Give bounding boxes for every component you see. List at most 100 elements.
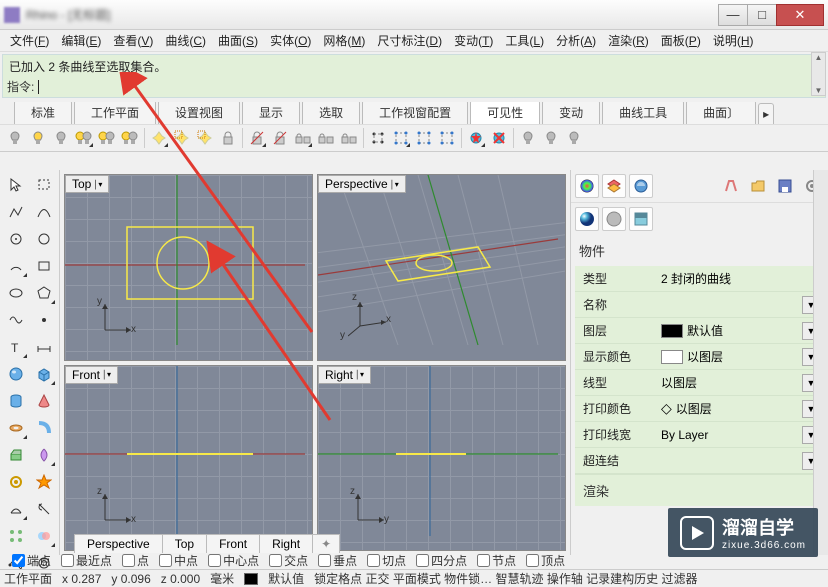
- tool-loft-icon[interactable]: [2, 496, 29, 522]
- menu-e[interactable]: 编辑(E): [55, 30, 107, 51]
- osnap-顶点[interactable]: 顶点: [526, 552, 565, 569]
- tool-trim-icon[interactable]: [30, 496, 57, 522]
- tab-曲线工具[interactable]: 曲线工具: [602, 102, 684, 124]
- tool-sphere-icon[interactable]: [2, 361, 29, 387]
- status-layer-swatch: [244, 573, 258, 585]
- prop-value-display_color[interactable]: 以图层▼: [657, 346, 824, 368]
- tab-可见性[interactable]: 可见性: [470, 102, 540, 124]
- tool-revolve-icon[interactable]: [30, 442, 57, 468]
- menu-d[interactable]: 尺寸标注(D): [371, 30, 448, 51]
- tool-box-icon[interactable]: [30, 361, 57, 387]
- points-ctrl-2-icon[interactable]: [413, 127, 435, 149]
- prop-value-print_width[interactable]: By Layer▼: [657, 424, 824, 446]
- bulb-on-1-icon[interactable]: [27, 127, 49, 149]
- menu-s[interactable]: 曲面(S): [212, 30, 264, 51]
- menu-p[interactable]: 面板(P): [655, 30, 707, 51]
- osnap-四分点[interactable]: 四分点: [416, 552, 467, 569]
- points-ctrl-1-icon[interactable]: [390, 127, 412, 149]
- maximize-button[interactable]: □: [747, 4, 777, 26]
- tool-extrude-icon[interactable]: [2, 442, 29, 468]
- tool-cone-icon[interactable]: [30, 388, 57, 414]
- tool-boolean-icon[interactable]: [30, 523, 57, 549]
- lock-pair-3-icon[interactable]: [338, 127, 360, 149]
- env-icon[interactable]: [629, 207, 653, 231]
- menu-h[interactable]: 说明(H): [707, 30, 760, 51]
- tool-array-icon[interactable]: [2, 523, 29, 549]
- menu-o[interactable]: 实体(O): [264, 30, 317, 51]
- tool-point-icon[interactable]: [30, 307, 57, 333]
- texture-icon[interactable]: [602, 207, 626, 231]
- prop-value-print_color[interactable]: ◇以图层▼: [657, 398, 824, 420]
- red-star-icon[interactable]: [465, 127, 487, 149]
- open-icon[interactable]: [746, 174, 770, 198]
- red-x-icon[interactable]: [488, 127, 510, 149]
- osnap-点[interactable]: 点: [122, 552, 149, 569]
- tool-curve-icon[interactable]: [30, 199, 57, 225]
- tool-ellipse-icon[interactable]: [2, 280, 29, 306]
- osnap-节点[interactable]: 节点: [477, 552, 516, 569]
- close-button[interactable]: ✕: [776, 4, 824, 26]
- tool-polyline-icon[interactable]: [2, 199, 29, 225]
- material-icon[interactable]: [575, 207, 599, 231]
- osnap-垂点[interactable]: 垂点: [318, 552, 357, 569]
- display-icon[interactable]: [629, 174, 653, 198]
- minimize-button[interactable]: ―: [718, 4, 748, 26]
- bulb-off-1-icon[interactable]: [4, 127, 26, 149]
- prop-value-layer[interactable]: 默认值▼: [657, 320, 824, 342]
- tool-gear-icon[interactable]: [2, 469, 29, 495]
- command-scrollbar[interactable]: ▲▼: [811, 52, 826, 96]
- tool-cylinder-icon[interactable]: [2, 388, 29, 414]
- menu-l[interactable]: 工具(L): [499, 30, 550, 51]
- menu-m[interactable]: 网格(M): [317, 30, 371, 51]
- tab-标准[interactable]: 标准: [14, 102, 72, 124]
- bulb-off-4-icon[interactable]: [540, 127, 562, 149]
- osnap-端点[interactable]: 端点: [12, 552, 51, 569]
- tool-torus-icon[interactable]: [2, 415, 29, 441]
- properties-icon[interactable]: [575, 174, 599, 198]
- osnap-中点[interactable]: 中点: [159, 552, 198, 569]
- prop-value-type[interactable]: 2 封闭的曲线: [657, 268, 824, 289]
- tool-lasso-icon[interactable]: [30, 172, 57, 198]
- points-ctrl-3-icon[interactable]: [436, 127, 458, 149]
- menu-t[interactable]: 变动(T): [448, 30, 499, 51]
- menu-c[interactable]: 曲线(C): [159, 30, 212, 51]
- tool-arc-icon[interactable]: [2, 253, 29, 279]
- tool-free-curve-icon[interactable]: [2, 307, 29, 333]
- bulb-off-5-icon[interactable]: [563, 127, 585, 149]
- prop-label-type: 类型: [575, 266, 657, 291]
- tool-circle-center-icon[interactable]: [2, 226, 29, 252]
- bulb-off-2-icon[interactable]: [50, 127, 72, 149]
- tool-arrow-icon[interactable]: [2, 172, 29, 198]
- tool-burst-icon[interactable]: [30, 469, 57, 495]
- tab-变动[interactable]: 变动: [542, 102, 600, 124]
- osnap-切点[interactable]: 切点: [367, 552, 406, 569]
- osnap-最近点[interactable]: 最近点: [61, 552, 112, 569]
- bulb-off-3-icon[interactable]: [517, 127, 539, 149]
- viewport-right[interactable]: Right│▾ y z: [317, 365, 566, 552]
- points-on-icon[interactable]: [367, 127, 389, 149]
- osnap-交点[interactable]: 交点: [269, 552, 308, 569]
- prop-value-hyperlink[interactable]: ▼: [657, 450, 824, 472]
- viewport-front-label[interactable]: Front│▾: [65, 366, 118, 384]
- prop-value-linetype[interactable]: 以图层▼: [657, 372, 824, 394]
- layers-icon[interactable]: [602, 174, 626, 198]
- tool-dim-icon[interactable]: [30, 334, 57, 360]
- panel-scrollbar[interactable]: [813, 170, 828, 555]
- menu-f[interactable]: 文件(F): [4, 30, 55, 51]
- tabs-scroll[interactable]: ▸: [758, 103, 774, 124]
- menu-r[interactable]: 渲染(R): [602, 30, 655, 51]
- viewport-perspective[interactable]: Perspective│▾ z x y: [317, 174, 566, 361]
- tool-text-icon[interactable]: T: [2, 334, 29, 360]
- menu-v[interactable]: 查看(V): [107, 30, 159, 51]
- tab-工作视窗配置[interactable]: 工作视窗配置: [362, 102, 468, 124]
- save-icon[interactable]: [773, 174, 797, 198]
- osnap-中心点[interactable]: 中心点: [208, 552, 259, 569]
- tool-polygon-icon[interactable]: [30, 280, 57, 306]
- tool-pipe-icon[interactable]: [30, 415, 57, 441]
- prop-value-name[interactable]: ▼: [657, 294, 824, 316]
- menu-a[interactable]: 分析(A): [550, 30, 602, 51]
- help-icon[interactable]: [719, 174, 743, 198]
- tab-曲面〕[interactable]: 曲面〕: [686, 102, 756, 124]
- tool-circle-3pt-icon[interactable]: [30, 226, 57, 252]
- tool-rect-icon[interactable]: [30, 253, 57, 279]
